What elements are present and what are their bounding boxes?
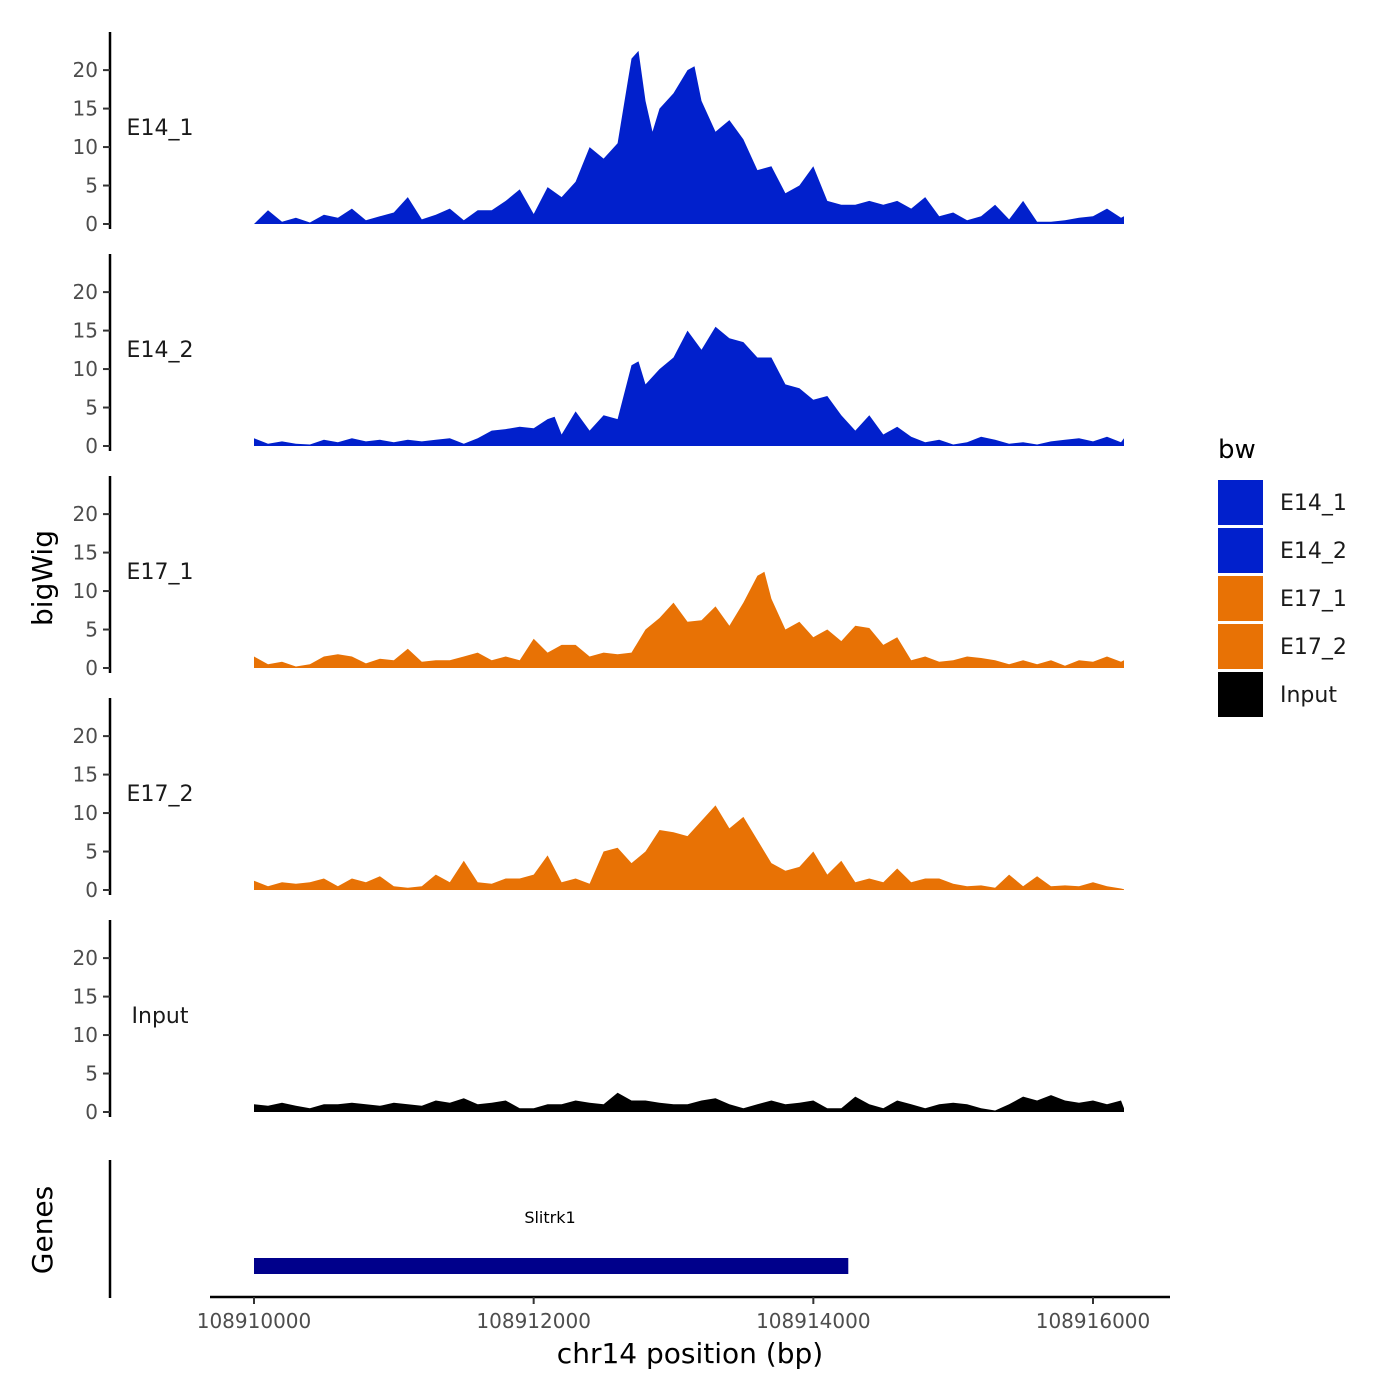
y-tick-label: 10 <box>73 801 98 825</box>
y-tick-label: 20 <box>73 724 98 748</box>
x-tick-label: 108916000 <box>1036 1309 1151 1333</box>
track-panel-E17_1: 0 5 10 15 20 E17_1 <box>73 476 1124 680</box>
y-tick-label: 20 <box>73 502 98 526</box>
track-label-E17_2: E17_2 <box>127 782 194 807</box>
y-tick-label: 10 <box>73 1023 98 1047</box>
y-tick-label: 20 <box>73 280 98 304</box>
y-tick-label: 0 <box>85 434 98 458</box>
gene-label-Slitrk1: Slitrk1 <box>524 1208 575 1227</box>
track-label-E14_2: E14_2 <box>127 338 194 363</box>
legend-key-E17_2 <box>1218 624 1263 669</box>
x-tick-label: 108914000 <box>756 1309 871 1333</box>
legend-label-E17_1: E17_1 <box>1280 587 1347 612</box>
track-panel-E17_2: 0 5 10 15 20 E17_2 <box>73 698 1124 902</box>
y-tick-label: 10 <box>73 135 98 159</box>
y-tick-label: 20 <box>73 58 98 82</box>
y-tick-label: 15 <box>73 985 98 1009</box>
y-axis-title: bigWig <box>26 530 59 626</box>
track-area-E14_2 <box>254 326 1124 446</box>
y-tick-label: 15 <box>73 97 98 121</box>
legend: bw E14_1 E14_2 E17_1 E17_2 Input <box>1218 435 1347 717</box>
y-tick-label: 0 <box>85 1100 98 1124</box>
legend-label-E14_1: E14_1 <box>1280 491 1347 516</box>
genes-axis-title: Genes <box>26 1186 59 1274</box>
legend-key-E14_1 <box>1218 480 1263 525</box>
y-tick-label: 0 <box>85 212 98 236</box>
legend-key-Input <box>1218 672 1263 717</box>
track-area-E14_1 <box>254 50 1124 225</box>
legend-key-E17_1 <box>1218 576 1263 621</box>
legend-label-Input: Input <box>1280 683 1337 708</box>
track-panel-E14_2: 0 5 10 15 20 E14_2 <box>73 254 1124 458</box>
track-area-E17_2 <box>254 805 1124 890</box>
y-tick-label: 0 <box>85 878 98 902</box>
y-tick-label: 15 <box>73 541 98 565</box>
track-panel-E14_1: 0 5 10 15 20 E14_1 <box>73 32 1124 236</box>
y-tick-label: 10 <box>73 579 98 603</box>
y-tick-label: 5 <box>85 618 98 642</box>
y-tick-label: 5 <box>85 1062 98 1086</box>
y-tick-label: 10 <box>73 357 98 381</box>
track-label-Input: Input <box>132 1004 189 1029</box>
track-label-E14_1: E14_1 <box>127 116 194 141</box>
y-tick-label: 5 <box>85 840 98 864</box>
track-area-E17_1 <box>254 571 1124 668</box>
gene-bar-Slitrk1 <box>254 1258 849 1274</box>
legend-title: bw <box>1218 435 1256 465</box>
y-tick-label: 15 <box>73 763 98 787</box>
x-axis: 108910000 108912000 108914000 108916000 <box>197 1295 1170 1333</box>
tracks-layer: 05101520E14_105101520E14_205101520E17_10… <box>73 32 1124 1124</box>
y-tick-label: 5 <box>85 396 98 420</box>
legend-key-E14_2 <box>1218 528 1263 573</box>
track-panel-Input: 0 5 10 15 20 Input <box>73 920 1124 1124</box>
legend-label-E17_2: E17_2 <box>1280 635 1347 660</box>
x-tick-label: 108910000 <box>197 1309 312 1333</box>
track-area-Input <box>254 1092 1124 1112</box>
y-tick-label: 20 <box>73 946 98 970</box>
y-tick-label: 15 <box>73 319 98 343</box>
x-tick-label: 108912000 <box>476 1309 591 1333</box>
y-tick-label: 5 <box>85 174 98 198</box>
genes-layer: Slitrk1 <box>108 1160 849 1298</box>
track-label-E17_1: E17_1 <box>127 560 194 585</box>
x-axis-title: chr14 position (bp) <box>557 1337 823 1370</box>
y-tick-label: 0 <box>85 656 98 680</box>
legend-label-E14_2: E14_2 <box>1280 539 1347 564</box>
